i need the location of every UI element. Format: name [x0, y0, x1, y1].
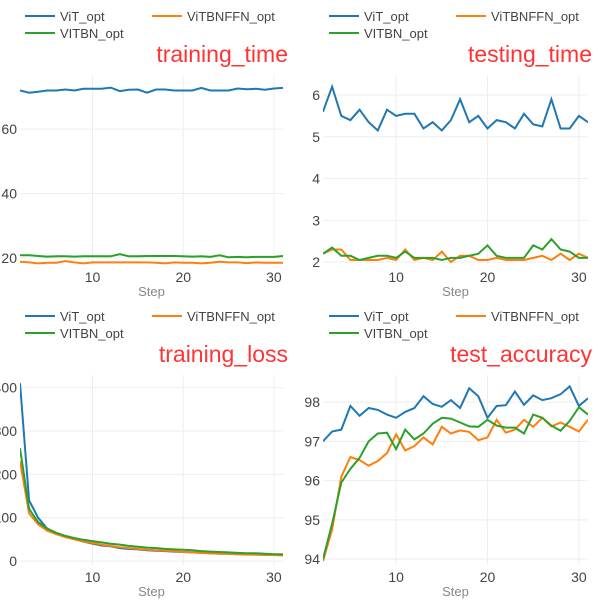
- y-tick-label: 200: [0, 466, 17, 482]
- chart-title: test_accuracy: [450, 341, 592, 367]
- y-tick-label: 6: [312, 87, 320, 103]
- y-tick-label: 0.96: [304, 473, 320, 489]
- x-tick-label: 20: [480, 569, 496, 585]
- legend-label[interactable]: ViTBNFFN_opt: [187, 9, 275, 24]
- x-tick-label: 10: [388, 269, 404, 285]
- x-tick-label: 30: [266, 269, 282, 285]
- legend-label[interactable]: ViT_opt: [60, 9, 105, 24]
- x-tick-label: 30: [266, 569, 282, 585]
- legend-label[interactable]: VITBN_opt: [364, 26, 428, 41]
- x-tick-label: 30: [571, 569, 587, 585]
- legend-label[interactable]: VITBN_opt: [60, 26, 124, 41]
- x-tick-label: 10: [85, 569, 101, 585]
- y-tick-label: 0.97: [304, 433, 320, 449]
- chart-title: testing_time: [468, 41, 592, 67]
- x-tick-label: 10: [388, 569, 404, 585]
- x-tick-label: 30: [571, 269, 587, 285]
- legend-label[interactable]: ViT_opt: [364, 9, 409, 24]
- y-tick-label: 4: [312, 171, 320, 187]
- series-line-vitbnffn-opt: [20, 461, 283, 557]
- y-tick-label: 20: [1, 250, 17, 266]
- series-line-vitbn-opt: [323, 405, 588, 560]
- chart-title: training_loss: [159, 341, 288, 367]
- series-line-vitbn-opt: [323, 237, 588, 262]
- y-tick-label: 2: [312, 254, 320, 270]
- x-tick-label: 20: [175, 269, 191, 285]
- series-line-vit-opt: [20, 383, 283, 556]
- x-axis-title: Step: [442, 284, 469, 299]
- y-tick-label: 0.95: [304, 512, 320, 528]
- legend-label[interactable]: VITBN_opt: [364, 326, 428, 341]
- series-line-vit-opt: [20, 86, 283, 94]
- series-line-vit-opt: [323, 384, 588, 442]
- y-tick-label: 100: [0, 510, 17, 526]
- legend-label[interactable]: ViTBNFFN_opt: [491, 9, 579, 24]
- series-line-vit-opt: [323, 83, 588, 133]
- x-tick-label: 10: [85, 269, 101, 285]
- legend-label[interactable]: ViT_opt: [364, 309, 409, 324]
- x-axis-title: Step: [138, 284, 165, 299]
- y-tick-label: 5: [312, 129, 320, 145]
- chart-title: training_time: [156, 41, 288, 67]
- y-tick-label: 40: [1, 186, 17, 202]
- x-axis-title: Step: [138, 584, 165, 599]
- series-line-vitbnffn-opt: [323, 416, 588, 562]
- series-line-vitbn-opt: [20, 448, 283, 556]
- chart-training-time: 10 20 30 20 40 60 ViT_opt ViTBNFFN_opt VITBN_opt…: [1, 9, 288, 299]
- x-axis-title: Step: [442, 584, 469, 599]
- y-tick-label: 300: [0, 423, 17, 439]
- y-tick-label: 0.98: [304, 394, 320, 410]
- chart-training-loss: 1020300100200300400ViT_optViTBNFFN_optVI…: [0, 309, 288, 599]
- y-tick-label: 400: [0, 380, 17, 396]
- y-tick-label: 0: [9, 553, 17, 569]
- x-tick-label: 20: [175, 569, 191, 585]
- legend-label[interactable]: ViT_opt: [60, 309, 105, 324]
- series-line-vitbn-opt: [20, 253, 283, 259]
- y-tick-label: 0.94: [304, 551, 320, 567]
- x-tick-label: 20: [480, 269, 496, 285]
- legend-label[interactable]: ViTBNFFN_opt: [491, 309, 579, 324]
- legend-label[interactable]: ViTBNFFN_opt: [187, 309, 275, 324]
- chart-testing-time: 10 20 30 2 3 4 5 6 ViT_opt ViTBNFFN_opt VITBN_optt…: [312, 9, 592, 299]
- series-line-vitbnffn-opt: [20, 260, 283, 265]
- y-tick-label: 3: [312, 212, 320, 228]
- y-tick-label: 60: [1, 121, 17, 137]
- chart-test-accuracy: 10 20 30 0.94 0.95 0.96 0.97 0.98 ViT_opt ViTBNFF…: [304, 309, 592, 599]
- series-line-vitbnffn-opt: [323, 247, 588, 264]
- legend-label[interactable]: VITBN_opt: [60, 326, 124, 341]
